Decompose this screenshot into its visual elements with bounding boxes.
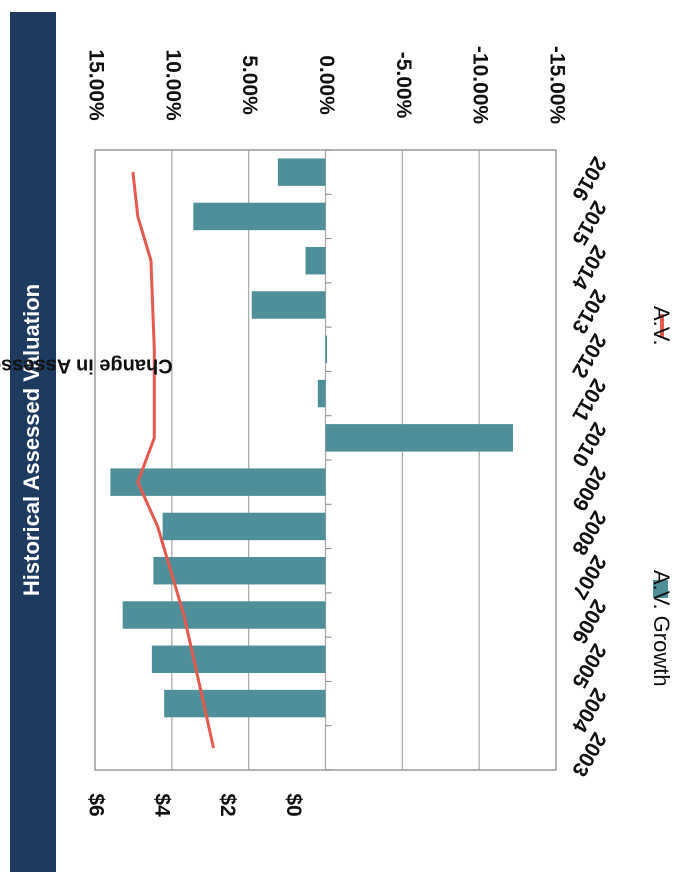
av-growth-bar xyxy=(122,601,326,629)
av-growth-bar xyxy=(317,379,326,408)
av-growth-bar xyxy=(164,689,326,718)
legend-label-av: A.V. xyxy=(649,306,674,346)
chart-title: Historical Assessed Valuation xyxy=(19,284,44,596)
left-axis-tick-label: $4 xyxy=(150,793,173,817)
right-axis-title: Change in Assessed Valuation xyxy=(0,355,173,377)
right-axis-tick-label: 10.00% xyxy=(161,49,184,121)
av-growth-bar xyxy=(305,246,326,275)
av-growth-bar xyxy=(151,645,326,674)
av-line xyxy=(131,171,215,749)
title-bar xyxy=(10,12,56,872)
category-label: 2003 xyxy=(567,728,610,780)
legend-swatch-av-growth xyxy=(653,580,668,598)
av-growth-bar xyxy=(162,512,326,541)
category-label: 2011 xyxy=(567,375,610,426)
category-label: 2016 xyxy=(567,153,610,205)
category-label: 2004 xyxy=(567,684,610,736)
category-label: 2010 xyxy=(567,418,610,470)
right-axis-tick-label: -10.00% xyxy=(469,46,492,125)
right-axis-tick-label: -15.00% xyxy=(545,46,568,125)
category-label: 2006 xyxy=(567,595,610,647)
category-label: 2012 xyxy=(567,330,610,382)
av-growth-bar xyxy=(110,468,326,496)
left-axis-tick-label: $2 xyxy=(216,793,239,816)
category-label: 2005 xyxy=(567,640,610,692)
category-label: 2009 xyxy=(567,463,610,515)
category-label: 2014 xyxy=(567,241,610,293)
av-growth-bar xyxy=(251,291,326,319)
left-axis-tick-label: $6 xyxy=(84,793,107,816)
category-label: 2013 xyxy=(567,285,610,337)
plot-layer: -15.00% -10.00% -5.00% 0.00% 5.00% 10.00% 15.0… xyxy=(0,46,674,817)
av-growth-bar xyxy=(325,335,327,364)
right-axis-tick-label: -5.00% xyxy=(392,52,415,119)
av-growth-bar xyxy=(325,424,513,452)
right-axis-tick-label: 15.00% xyxy=(84,49,107,121)
category-label: 2015 xyxy=(567,197,610,249)
legend-label-av-growth: A.V. Growth xyxy=(649,570,674,687)
right-axis-tick-label: 5.00% xyxy=(238,55,261,115)
av-growth-bar xyxy=(277,158,326,186)
category-label: 2007 xyxy=(567,551,610,603)
right-axis-tick-label: 0.00% xyxy=(315,55,338,115)
av-growth-bar xyxy=(193,202,326,231)
av-growth-bar xyxy=(153,556,326,585)
category-label: 2008 xyxy=(567,507,610,559)
left-axis-tick-label: $0 xyxy=(282,793,305,816)
